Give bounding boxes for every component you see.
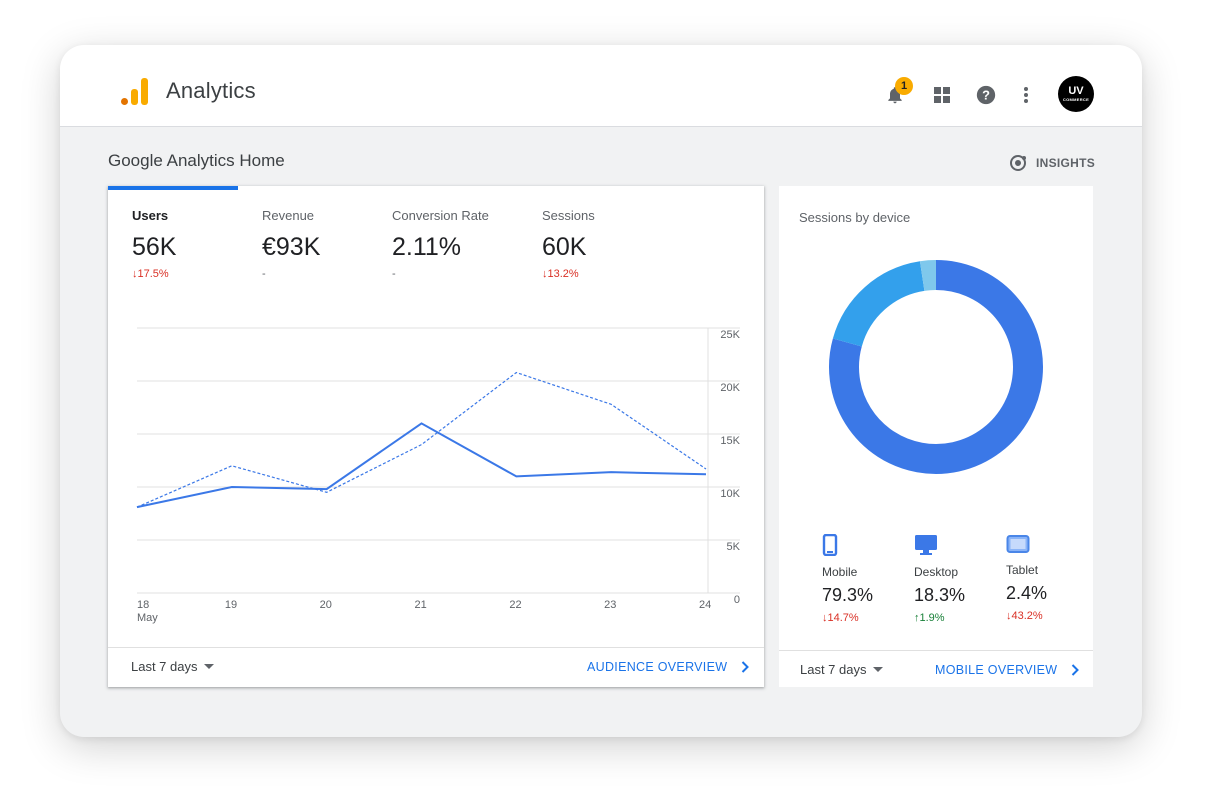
analytics-logo[interactable] xyxy=(121,77,149,105)
account-avatar[interactable]: UV COMMERCE xyxy=(1058,76,1094,112)
caret-down-icon xyxy=(872,667,883,672)
desktop-icon xyxy=(915,535,937,555)
metric-value: 2.11% xyxy=(392,233,462,261)
help-icon: ? xyxy=(976,85,996,105)
x-tick-label: 21 xyxy=(415,599,427,611)
x-tick-label: 20 xyxy=(320,599,332,611)
tablet-icon xyxy=(1006,535,1030,553)
device-card-title: Sessions by device xyxy=(799,210,911,225)
device-value: 2.4% xyxy=(1006,583,1048,603)
y-tick-label: 15K xyxy=(720,435,740,447)
metric-label: Sessions xyxy=(542,208,595,223)
svg-text:?: ? xyxy=(982,88,990,103)
metric-delta: ↓17.5% xyxy=(132,268,169,280)
date-range-select[interactable]: Last 7 days xyxy=(131,659,214,674)
device-donut-chart xyxy=(829,260,1043,474)
avatar-text: UV xyxy=(1068,85,1084,97)
device-value: 79.3% xyxy=(822,585,874,605)
metric-tab-users[interactable]: Users 56K ↓17.5% xyxy=(132,208,176,280)
audience-overview-label: AUDIENCE OVERVIEW xyxy=(587,660,728,674)
device-desktop: Desktop 18.3% ↑1.9% xyxy=(914,534,994,624)
y-tick-label: 20K xyxy=(720,382,740,394)
overview-card: Users 56K ↓17.5% Revenue €93K - Conversi… xyxy=(108,186,764,687)
date-range-label: Last 7 days xyxy=(131,659,198,674)
chevron-right-icon xyxy=(1072,664,1080,676)
mobile-overview-label: MOBILE OVERVIEW xyxy=(935,663,1058,677)
avatar-subtext: COMMERCE xyxy=(1062,97,1090,102)
page-title: Google Analytics Home xyxy=(108,151,285,170)
help-button[interactable]: ? xyxy=(974,83,998,107)
x-tick-label: 22 xyxy=(509,599,521,611)
donut-slice-desktop xyxy=(832,261,925,347)
x-tick-label: 18 xyxy=(137,599,149,611)
metric-label: Conversion Rate xyxy=(392,208,489,223)
metric-delta: - xyxy=(262,268,266,280)
more-options-button[interactable] xyxy=(1014,83,1038,107)
phone-icon xyxy=(822,533,838,557)
series-line-solid xyxy=(136,422,707,509)
chevron-right-icon xyxy=(742,661,750,673)
audience-overview-link[interactable]: AUDIENCE OVERVIEW xyxy=(587,660,750,674)
device-label: Tablet xyxy=(1006,563,1039,577)
device-date-range-select[interactable]: Last 7 days xyxy=(800,662,883,677)
device-label: Desktop xyxy=(914,565,959,579)
x-tick-label: 24 xyxy=(699,599,711,611)
top-bar: Analytics 1 ? UV COMMERCE xyxy=(60,45,1142,127)
caret-down-icon xyxy=(203,664,214,669)
apps-button[interactable] xyxy=(930,83,954,107)
device-label: Mobile xyxy=(822,565,858,579)
active-tab-indicator xyxy=(108,186,238,190)
app-window: Analytics 1 ? UV COMMERCE Google Analyti… xyxy=(60,45,1142,737)
mobile-overview-link[interactable]: MOBILE OVERVIEW xyxy=(935,663,1080,677)
metric-value: €93K xyxy=(262,233,321,261)
x-tick-label: 23 xyxy=(604,599,616,611)
device-footer: Last 7 days MOBILE OVERVIEW xyxy=(779,650,1093,690)
device-delta: ↓14.7% xyxy=(822,612,859,624)
metric-delta: ↓13.2% xyxy=(542,268,579,280)
metric-label: Users xyxy=(132,208,169,223)
metric-delta: - xyxy=(392,268,396,280)
metric-tab-revenue[interactable]: Revenue €93K - xyxy=(262,208,320,280)
y-tick-label: 10K xyxy=(720,488,740,500)
insights-button[interactable]: INSIGHTS xyxy=(1008,153,1095,173)
metric-tab-sessions[interactable]: Sessions 60K ↓13.2% xyxy=(542,208,595,280)
device-mobile: Mobile 79.3% ↓14.7% xyxy=(822,533,902,624)
y-tick-label: 5K xyxy=(727,541,741,553)
x-tick-sublabel: May xyxy=(137,612,158,624)
users-line-chart: 25K 20K 15K 10K 5K 0 18 19 20 21 22 23 24 May xyxy=(136,327,741,624)
more-vert-icon xyxy=(1024,87,1028,103)
metric-value: 56K xyxy=(132,233,177,261)
overview-footer: Last 7 days AUDIENCE OVERVIEW xyxy=(108,647,764,687)
notification-badge: 1 xyxy=(895,77,913,95)
device-delta: ↑1.9% xyxy=(914,612,945,624)
metric-label: Revenue xyxy=(262,208,315,223)
series-line-dashed xyxy=(136,371,707,508)
date-range-label: Last 7 days xyxy=(800,662,867,677)
x-tick-label: 19 xyxy=(225,599,237,611)
device-delta: ↓43.2% xyxy=(1006,610,1043,622)
device-tablet: Tablet 2.4% ↓43.2% xyxy=(1006,534,1086,622)
metric-tab-conversion-rate[interactable]: Conversion Rate 2.11% - xyxy=(392,208,489,280)
metric-value: 60K xyxy=(542,233,587,261)
device-value: 18.3% xyxy=(914,585,966,605)
insights-icon xyxy=(1010,155,1026,171)
insights-label: INSIGHTS xyxy=(1036,156,1096,170)
sessions-by-device-card: Sessions by device Mobile 79.3% ↓14.7% D… xyxy=(779,186,1093,687)
donut-slice-mobile xyxy=(829,260,1043,474)
donut-slice-tablet xyxy=(919,260,937,291)
app-title: Analytics xyxy=(166,78,256,103)
y-tick-label: 25K xyxy=(720,329,740,341)
apps-grid-icon xyxy=(934,87,950,103)
y-tick-label: 0 xyxy=(734,594,740,606)
notifications-button[interactable]: 1 xyxy=(883,77,913,107)
